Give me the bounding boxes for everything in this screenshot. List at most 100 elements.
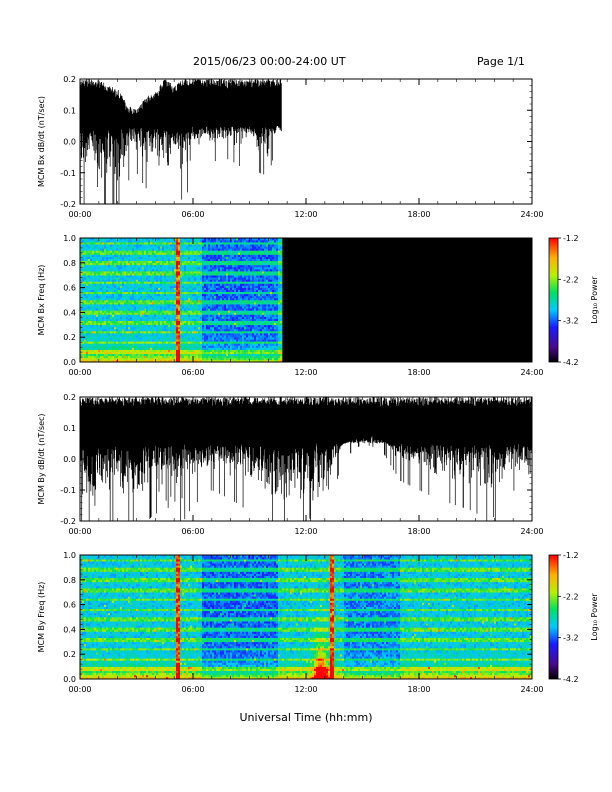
spectrogram-cell — [224, 320, 227, 324]
spectrogram-cell — [158, 262, 161, 266]
spectrogram-cell — [150, 320, 153, 324]
spectrogram-cell — [200, 273, 203, 276]
spectrogram-cell — [236, 300, 239, 303]
spectrogram-cell — [86, 285, 89, 288]
spectrogram-cell — [84, 318, 87, 321]
spectrogram-cell — [230, 326, 233, 330]
spectrogram-cell — [156, 304, 159, 307]
spectrogram-cell — [210, 318, 213, 321]
spectrogram-cell — [236, 266, 239, 270]
spectrogram-cell — [162, 341, 165, 344]
spectrogram-cell — [122, 250, 125, 253]
spectrogram-cell — [88, 283, 91, 286]
spectrogram-cell — [86, 246, 89, 249]
spectrogram-cell — [150, 291, 153, 295]
spectrogram-cell — [214, 273, 217, 276]
spectrogram-cell — [196, 254, 199, 257]
spectrogram-cell — [140, 240, 143, 243]
spectrogram-cell — [146, 260, 149, 264]
spectrogram-cell — [232, 328, 235, 332]
spectrogram-cell — [164, 320, 167, 324]
spectrogram-cell — [118, 310, 121, 313]
spectrogram-cell — [212, 331, 215, 334]
spectrogram-cell — [150, 304, 153, 307]
spectrogram-cell — [170, 318, 173, 321]
spectrogram-cell — [240, 357, 243, 361]
spectrogram-cell — [130, 281, 133, 284]
spectrogram-cell — [230, 328, 233, 332]
spectrogram-cell — [146, 262, 149, 266]
spectrogram-cell — [136, 308, 139, 311]
spectrogram-cell — [190, 314, 193, 317]
spectrogram-cell — [104, 240, 107, 243]
spectrogram-cell — [154, 271, 157, 274]
spectrogram-cell — [80, 337, 83, 340]
spectrogram-cell — [130, 264, 133, 268]
spectrogram-cell — [80, 300, 83, 303]
spectrogram-cell — [176, 291, 179, 295]
spectrogram-cell — [136, 254, 139, 257]
spectrogram-cell — [100, 269, 103, 272]
spectrogram-cell — [218, 295, 221, 299]
spectrogram-cell — [234, 262, 237, 266]
spectrogram-cell — [224, 318, 227, 321]
spectrogram-cell — [156, 242, 159, 245]
spectrogram-cell — [128, 351, 131, 355]
spectrogram-cell — [132, 264, 135, 268]
spectrogram-cell — [178, 258, 181, 262]
spectrogram-cell — [180, 322, 183, 326]
spectrogram-cell — [98, 328, 101, 332]
spectrogram-cell — [86, 347, 89, 350]
spectrogram-cell — [222, 328, 225, 332]
spectrogram-cell — [138, 242, 141, 245]
spectrogram-cell — [140, 304, 143, 307]
spectrogram-cell — [126, 337, 129, 340]
spectrogram-cell — [220, 287, 223, 290]
spectrogram-cell — [94, 246, 97, 249]
spectrogram-cell — [120, 240, 123, 243]
spectrogram-cell — [200, 256, 203, 259]
spectrogram-cell — [102, 349, 105, 352]
spectrogram-cell — [112, 281, 115, 284]
spectrogram-cell — [92, 260, 95, 264]
spectrogram-cell — [124, 281, 127, 284]
spectrogram-cell — [182, 328, 185, 332]
spectrogram-cell — [148, 328, 151, 332]
spectrogram-cell — [206, 291, 209, 295]
spectrogram-cell — [96, 359, 99, 363]
spectrogram-cell — [90, 295, 93, 299]
spectrogram-cell — [134, 264, 137, 268]
spectrogram-cell — [106, 331, 109, 334]
spectrogram-cell — [220, 242, 223, 245]
spectrogram-cell — [80, 324, 83, 328]
spectrogram-cell — [90, 347, 93, 350]
spectrogram-cell — [140, 271, 143, 274]
spectrogram-cell — [136, 277, 139, 280]
spectrogram-cell — [222, 273, 225, 276]
spectrogram-cell — [182, 264, 185, 268]
spectrogram-cell — [206, 314, 209, 317]
spectrogram-cell — [108, 289, 111, 293]
spectrogram-cell — [106, 351, 109, 355]
spectrogram-cell — [162, 310, 165, 313]
spectrogram-cell — [210, 359, 213, 363]
spectrogram-cell — [184, 320, 187, 324]
spectrogram-cell — [208, 242, 211, 245]
spectrogram-cell — [110, 295, 113, 299]
spectrogram-cell — [92, 297, 95, 301]
spectrogram-cell — [230, 242, 233, 245]
spectrogram-cell — [222, 271, 225, 274]
spectrogram-cell — [82, 281, 85, 284]
spectrogram-cell — [240, 320, 243, 324]
spectrogram-cell — [154, 264, 157, 268]
spectrogram-cell — [220, 252, 223, 255]
spectrogram-cell — [156, 271, 159, 274]
spectrogram-cell — [172, 353, 175, 357]
spectrogram-cell — [84, 244, 87, 247]
spectrogram-cell — [238, 293, 241, 297]
spectrogram-cell — [122, 285, 125, 288]
spectrogram-cell — [124, 312, 127, 315]
spectrogram-cell — [92, 250, 95, 253]
spectrogram-cell — [160, 345, 163, 348]
spectrogram-cell — [114, 306, 117, 309]
